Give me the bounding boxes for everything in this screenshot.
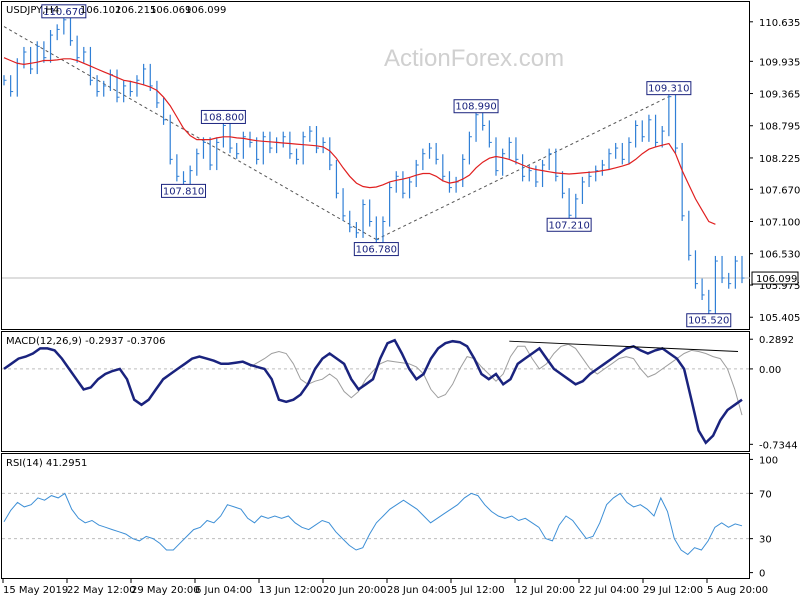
price-tick-label: 106.530 bbox=[759, 250, 800, 261]
price-label-box bbox=[200, 109, 246, 124]
price-tick-label: 105.975 bbox=[759, 281, 800, 292]
price-label: 105.520 bbox=[688, 316, 729, 327]
price-label-box bbox=[453, 99, 499, 114]
rsi-tick-label: 100 bbox=[759, 455, 778, 466]
watermark: ActionForex.com bbox=[384, 45, 564, 72]
price-label-box bbox=[353, 242, 399, 257]
rsi-title: RSI(14) 41.2951 bbox=[6, 458, 87, 469]
macd-line bbox=[3, 338, 743, 445]
price-label: 106.780 bbox=[356, 245, 397, 256]
macd-tick-label: 0.2892 bbox=[759, 335, 794, 346]
price-title: USDJPY,H4 bbox=[6, 5, 59, 16]
time-tick-label: 5 Jul 12:00 bbox=[451, 585, 505, 596]
price-tick-label: 105.405 bbox=[759, 313, 800, 324]
rsi-panel-frame bbox=[1, 453, 750, 579]
current-price-box bbox=[751, 271, 799, 285]
time-tick-label: 5 Aug 20:00 bbox=[707, 585, 768, 596]
macd-panel-frame bbox=[1, 331, 750, 452]
rsi-tick-label: 30 bbox=[759, 535, 772, 546]
moving-average-line bbox=[3, 57, 716, 225]
ohlc-high: 106.215 bbox=[115, 5, 156, 16]
time-tick-label: 22 Jul 04:00 bbox=[579, 585, 639, 596]
time-tick-label: 28 Jun 04:00 bbox=[387, 585, 451, 596]
macd-tick-label: 0.00 bbox=[759, 365, 781, 376]
rsi-tick-label: 70 bbox=[759, 489, 772, 500]
rsi-layer bbox=[2, 492, 750, 556]
price-tick-label: 109.365 bbox=[759, 90, 800, 101]
ohlc-open: 106.102 bbox=[80, 5, 121, 16]
current-price-label: 106.099 bbox=[756, 274, 797, 285]
time-tick-label: 22 May 12:00 bbox=[67, 585, 136, 596]
macd-tick-label: -0.7344 bbox=[759, 440, 798, 451]
price-tick-label: 108.225 bbox=[759, 154, 800, 165]
time-tick-label: 15 May 2019 bbox=[3, 585, 68, 596]
time-tick-label: 12 Jul 20:00 bbox=[515, 585, 575, 596]
price-label-box bbox=[686, 313, 732, 328]
price-label: 110.670 bbox=[43, 7, 84, 18]
price-layer: 110.670 108.800 107.810 106.780 108.990 107.2… bbox=[2, 4, 750, 328]
rsi-tick-label: 0 bbox=[759, 569, 765, 580]
price-tick-label: 108.795 bbox=[759, 122, 800, 133]
price-trendline-0 bbox=[3, 26, 377, 241]
macd-layer bbox=[2, 338, 750, 445]
rsi-line bbox=[3, 492, 743, 556]
price-label: 109.310 bbox=[648, 84, 689, 95]
price-label-box bbox=[646, 81, 692, 96]
ohlc-close: 106.099 bbox=[185, 5, 226, 16]
price-label-box bbox=[161, 183, 207, 198]
price-label-box bbox=[41, 4, 87, 19]
time-tick-label: 6 Jun 04:00 bbox=[195, 585, 252, 596]
price-tick-label: 110.635 bbox=[759, 18, 800, 29]
price-label-box bbox=[546, 217, 592, 232]
price-label: 108.800 bbox=[203, 112, 244, 123]
price-label: 107.810 bbox=[163, 186, 204, 197]
ohlc-low: 106.069 bbox=[150, 5, 191, 16]
macd-signal-line bbox=[249, 343, 743, 416]
price-panel-frame bbox=[1, 1, 750, 330]
time-tick-label: 29 Jul 12:00 bbox=[643, 585, 703, 596]
axis-layer: 110.635 109.935 109.365 108.795 108.225 107.6… bbox=[2, 18, 800, 596]
price-label: 107.210 bbox=[548, 220, 589, 231]
price-tick-label: 107.100 bbox=[759, 217, 800, 228]
time-tick-label: 29 May 20:00 bbox=[131, 585, 200, 596]
time-tick-label: 13 Jun 12:00 bbox=[259, 585, 323, 596]
price-tick-label: 109.935 bbox=[759, 57, 800, 68]
price-label: 108.990 bbox=[455, 102, 496, 113]
time-tick-label: 20 Jun 20:00 bbox=[323, 585, 387, 596]
macd-title: MACD(12,26,9) -0.2937 -0.3706 bbox=[6, 336, 166, 347]
macd-trendline-0 bbox=[509, 340, 739, 352]
price-tick-label: 107.670 bbox=[759, 185, 800, 196]
